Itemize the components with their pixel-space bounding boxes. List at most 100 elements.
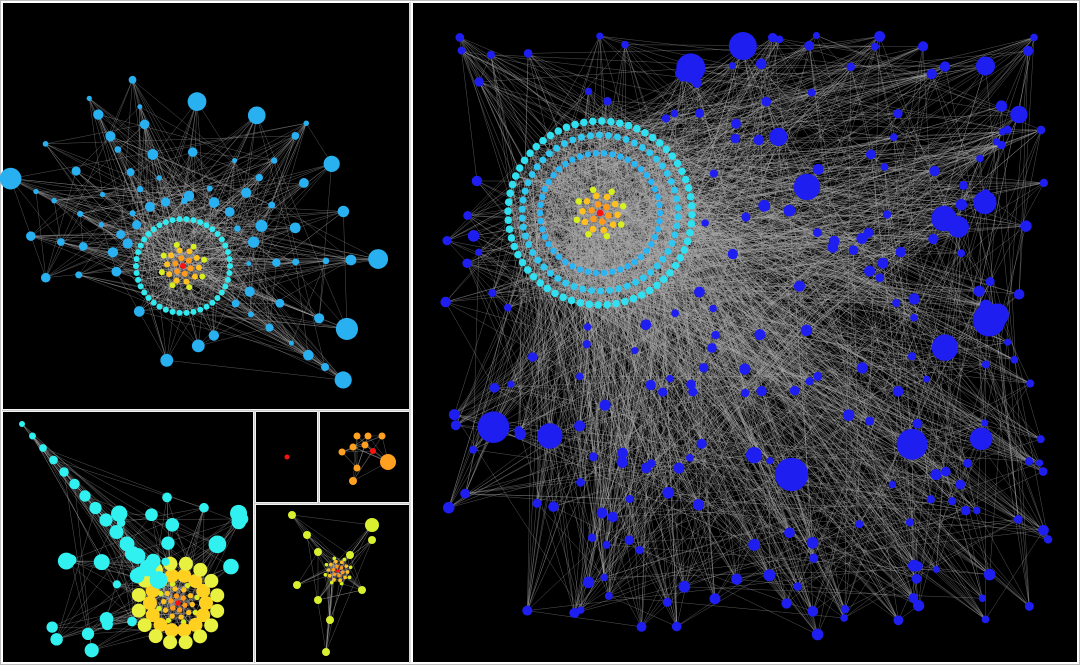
edge [166, 123, 307, 361]
edge [645, 232, 960, 325]
edge [196, 101, 215, 336]
node [111, 266, 122, 277]
node [518, 214, 526, 222]
node [173, 277, 180, 284]
node [126, 168, 135, 177]
node [600, 149, 608, 157]
node [534, 256, 542, 264]
node [931, 334, 959, 361]
node [114, 146, 122, 153]
node [908, 293, 920, 305]
edge [587, 326, 699, 505]
node [635, 545, 644, 555]
edge [701, 443, 919, 606]
edge [478, 81, 770, 576]
node [651, 185, 659, 193]
node [631, 258, 638, 266]
edge [536, 166, 860, 525]
node [329, 580, 334, 585]
edge [692, 270, 870, 393]
node [807, 606, 819, 617]
edge [984, 129, 1042, 424]
node [545, 240, 552, 248]
node [600, 226, 608, 234]
node [976, 154, 984, 163]
edge [612, 154, 818, 635]
edge [132, 79, 167, 361]
node [871, 42, 880, 51]
edge [229, 258, 320, 319]
node [741, 212, 751, 222]
node [546, 131, 555, 140]
node [673, 159, 682, 168]
edge [508, 220, 990, 575]
node [107, 247, 119, 258]
edge [527, 610, 642, 628]
edge [544, 46, 924, 190]
node [856, 362, 868, 374]
node [186, 609, 192, 616]
node [169, 308, 176, 315]
edge [166, 219, 187, 361]
edge [198, 327, 270, 347]
node [145, 508, 158, 522]
edge [165, 115, 257, 223]
edge [769, 364, 987, 461]
node [161, 557, 170, 566]
node [562, 123, 571, 132]
node [334, 371, 352, 389]
node [168, 252, 175, 259]
node [570, 283, 578, 291]
edge [599, 212, 798, 587]
node [622, 135, 630, 143]
edge [528, 53, 790, 211]
node [774, 457, 809, 492]
node [606, 286, 614, 294]
node [519, 223, 527, 231]
edge [152, 123, 307, 155]
node [892, 298, 901, 308]
edge [171, 241, 254, 256]
node [244, 286, 255, 297]
node [124, 546, 141, 562]
edge [10, 178, 296, 263]
edge [641, 286, 800, 627]
node [1036, 125, 1046, 135]
node [579, 285, 587, 293]
node [1020, 220, 1032, 232]
node [550, 247, 557, 255]
edge [98, 114, 180, 313]
edge [159, 242, 254, 307]
node [149, 571, 168, 589]
edge [89, 98, 210, 189]
edge [127, 243, 199, 346]
edge [989, 574, 1030, 607]
node [314, 596, 322, 604]
edge [10, 178, 189, 197]
node [469, 445, 478, 454]
edge [259, 123, 307, 178]
node [840, 614, 848, 622]
edge [45, 143, 252, 244]
node [78, 242, 88, 251]
node [247, 236, 260, 248]
edge [736, 123, 1042, 131]
node [222, 283, 229, 290]
node [673, 222, 681, 230]
edge [817, 376, 1030, 462]
node [687, 220, 696, 228]
node [522, 605, 533, 616]
node [224, 249, 231, 256]
node [29, 432, 36, 440]
edge [911, 356, 931, 500]
node [995, 100, 1008, 112]
node [584, 268, 591, 275]
node [193, 562, 208, 577]
node [129, 210, 136, 217]
edge [206, 225, 351, 261]
edge [248, 263, 320, 319]
node [908, 593, 919, 603]
edge [445, 301, 495, 388]
node [169, 282, 176, 289]
node [756, 385, 767, 397]
